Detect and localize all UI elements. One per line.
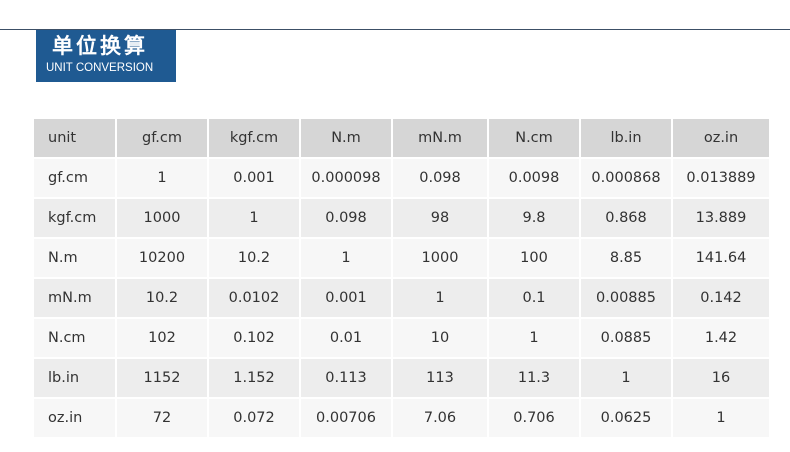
table-row: mN.m 10.2 0.0102 0.001 1 0.1 0.00885 0.142 bbox=[34, 278, 769, 319]
table-cell: 10.2 bbox=[208, 238, 301, 279]
table-cell: 0.706 bbox=[488, 398, 581, 439]
column-header: kgf.cm bbox=[208, 119, 301, 159]
table-cell: 0.0098 bbox=[488, 158, 581, 199]
table-cell: 1152 bbox=[116, 358, 209, 399]
row-unit-label: lb.in bbox=[34, 358, 117, 399]
table-cell: 0.142 bbox=[672, 278, 769, 319]
table-cell: 113 bbox=[392, 358, 489, 399]
row-unit-label: oz.in bbox=[34, 398, 117, 439]
table-cell: 141.64 bbox=[672, 238, 769, 279]
table-cell: 0.868 bbox=[580, 198, 673, 239]
table-cell: 13.889 bbox=[672, 198, 769, 239]
top-divider-line bbox=[0, 29, 790, 30]
table-cell: 11.3 bbox=[488, 358, 581, 399]
table-row: N.cm 102 0.102 0.01 10 1 0.0885 1.42 bbox=[34, 318, 769, 359]
table-cell: 1 bbox=[208, 198, 301, 239]
column-header: N.m bbox=[300, 119, 393, 159]
table-cell: 100 bbox=[488, 238, 581, 279]
table-cell: 0.0625 bbox=[580, 398, 673, 439]
table-cell: 0.098 bbox=[300, 198, 393, 239]
column-header: lb.in bbox=[580, 119, 673, 159]
table-cell: 7.06 bbox=[392, 398, 489, 439]
table-cell: 1000 bbox=[392, 238, 489, 279]
table-row: kgf.cm 1000 1 0.098 98 9.8 0.868 13.889 bbox=[34, 198, 769, 239]
table-cell: 0.001 bbox=[208, 158, 301, 199]
table-cell: 0.0885 bbox=[580, 318, 673, 359]
table-cell: 1 bbox=[488, 318, 581, 359]
table-cell: 0.0102 bbox=[208, 278, 301, 319]
table-cell: 1 bbox=[392, 278, 489, 319]
row-unit-label: mN.m bbox=[34, 278, 117, 319]
table-cell: 0.00885 bbox=[580, 278, 673, 319]
table-cell: 9.8 bbox=[488, 198, 581, 239]
unit-conversion-table: unit gf.cm kgf.cm N.m mN.m N.cm lb.in oz.in gf.c… bbox=[34, 119, 769, 439]
table-row: N.m 10200 10.2 1 1000 100 8.85 141.64 bbox=[34, 238, 769, 279]
table-cell: 0.001 bbox=[300, 278, 393, 319]
table-cell: 10.2 bbox=[116, 278, 209, 319]
table-cell: 16 bbox=[672, 358, 769, 399]
column-header: N.cm bbox=[488, 119, 581, 159]
table-cell: 0.01 bbox=[300, 318, 393, 359]
section-title-english: UNIT CONVERSION bbox=[46, 62, 154, 74]
section-title-chinese: 单位换算 bbox=[52, 34, 148, 58]
table-cell: 1 bbox=[116, 158, 209, 199]
table-cell: 1000 bbox=[116, 198, 209, 239]
table-cell: 0.072 bbox=[208, 398, 301, 439]
column-header: gf.cm bbox=[116, 119, 209, 159]
table-cell: 72 bbox=[116, 398, 209, 439]
table-cell: 1 bbox=[300, 238, 393, 279]
table-cell: 1 bbox=[672, 398, 769, 439]
section-header: 单位换算 UNIT CONVERSION bbox=[36, 30, 176, 82]
table-row: gf.cm 1 0.001 0.000098 0.098 0.0098 0.000868 0.… bbox=[34, 158, 769, 199]
table-header-row: unit gf.cm kgf.cm N.m mN.m N.cm lb.in oz.in bbox=[34, 119, 769, 159]
table-cell: 0.102 bbox=[208, 318, 301, 359]
table-cell: 0.000098 bbox=[300, 158, 393, 199]
table-cell: 0.000868 bbox=[580, 158, 673, 199]
table-cell: 0.013889 bbox=[672, 158, 769, 199]
column-header: mN.m bbox=[392, 119, 489, 159]
table-cell: 98 bbox=[392, 198, 489, 239]
table-cell: 0.098 bbox=[392, 158, 489, 199]
table-cell: 1 bbox=[580, 358, 673, 399]
row-unit-label: N.m bbox=[34, 238, 117, 279]
table-cell: 10200 bbox=[116, 238, 209, 279]
table-row: lb.in 1152 1.152 0.113 113 11.3 1 16 bbox=[34, 358, 769, 399]
table-cell: 0.1 bbox=[488, 278, 581, 319]
column-header: unit bbox=[34, 119, 117, 159]
row-unit-label: N.cm bbox=[34, 318, 117, 359]
table-cell: 8.85 bbox=[580, 238, 673, 279]
table-row: oz.in 72 0.072 0.00706 7.06 0.706 0.0625 1 bbox=[34, 398, 769, 439]
table-cell: 10 bbox=[392, 318, 489, 359]
table-cell: 0.113 bbox=[300, 358, 393, 399]
column-header: oz.in bbox=[672, 119, 769, 159]
row-unit-label: kgf.cm bbox=[34, 198, 117, 239]
table-cell: 1.152 bbox=[208, 358, 301, 399]
table-cell: 102 bbox=[116, 318, 209, 359]
table-cell: 0.00706 bbox=[300, 398, 393, 439]
table-cell: 1.42 bbox=[672, 318, 769, 359]
row-unit-label: gf.cm bbox=[34, 158, 117, 199]
